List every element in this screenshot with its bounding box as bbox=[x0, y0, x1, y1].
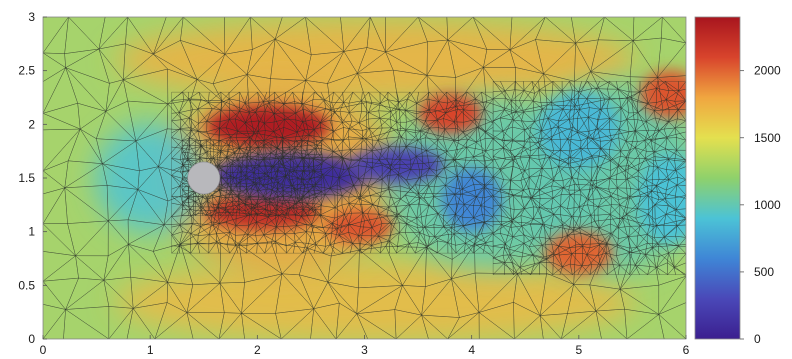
y-tick-label: 0.5 bbox=[18, 278, 35, 292]
x-tick-label: 2 bbox=[254, 343, 261, 357]
y-tick-label: 1 bbox=[28, 225, 35, 239]
plot-area bbox=[43, 17, 686, 339]
x-tick-label: 4 bbox=[468, 343, 475, 357]
colorbar-tick-label: 0 bbox=[754, 332, 761, 346]
mesh-patch bbox=[492, 80, 686, 276]
x-axis: 0 1 2 3 4 5 6 bbox=[40, 335, 690, 357]
y-axis: 0 0.5 1 1.5 2 2.5 3 bbox=[18, 10, 47, 346]
mesh-patch bbox=[181, 139, 323, 217]
field-region bbox=[637, 154, 686, 245]
x-tick-label: 0 bbox=[40, 343, 47, 357]
field-band bbox=[115, 261, 636, 339]
x-tick-label: 5 bbox=[575, 343, 582, 357]
y-tick-label: 1.5 bbox=[18, 171, 35, 185]
colorbar-scale bbox=[694, 16, 741, 340]
colorbar-tick-label: 1000 bbox=[754, 198, 781, 212]
y-tick-label: 2.5 bbox=[18, 64, 35, 78]
x-tick-label: 1 bbox=[147, 343, 154, 357]
x-tick-label: 6 bbox=[683, 343, 690, 357]
colorbar-tick-label: 2000 bbox=[754, 64, 781, 78]
y-tick-label: 2 bbox=[28, 117, 35, 131]
colorbar-ticks: 0 500 1000 1500 2000 bbox=[740, 64, 781, 346]
y-tick-label: 3 bbox=[28, 10, 35, 24]
colorbar: 0 500 1000 1500 2000 bbox=[694, 16, 781, 346]
y-tick-label: 0 bbox=[28, 332, 35, 346]
colorbar-tick-label: 1500 bbox=[754, 131, 781, 145]
x-tick-label: 3 bbox=[361, 343, 368, 357]
colorbar-tick-label: 500 bbox=[754, 265, 774, 279]
triangular-mesh bbox=[43, 17, 686, 339]
cylinder-obstacle bbox=[187, 161, 221, 195]
field-region bbox=[418, 93, 483, 134]
